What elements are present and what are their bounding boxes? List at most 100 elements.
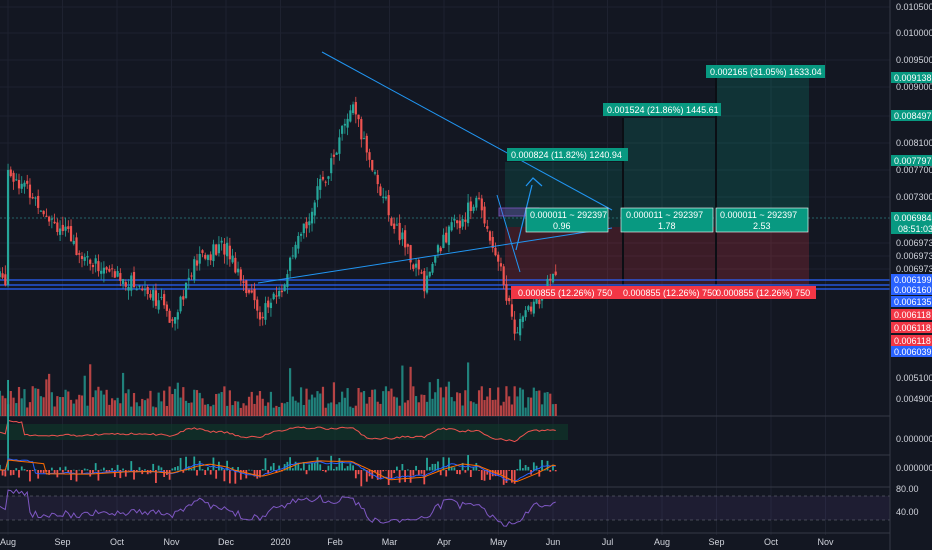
candle-body [4,274,7,286]
candle-body [72,240,75,244]
macd-histogram-bar [453,467,456,471]
macd-histogram-bar [220,467,223,471]
volume-bar [310,394,314,416]
macd-histogram-bar [486,470,489,475]
candle-body [39,210,43,212]
candle-body [102,267,105,274]
macd-histogram-bar [157,465,160,471]
macd-histogram-bar [212,457,215,471]
price-axis[interactable]: 0.0105000.0100000.0095000.0090000.008500… [889,0,932,550]
descending-trendline[interactable] [321,51,613,211]
ascending-trendline[interactable] [257,227,613,284]
macd-histogram-bar [431,463,434,471]
macd-histogram-bar [102,467,105,471]
macd-histogram-bar [29,470,31,482]
volume-bar [351,407,355,416]
candle-body [45,215,48,217]
macd-histogram-bar [352,465,354,471]
volume-bar [179,397,182,416]
macd-histogram-bar [541,460,543,471]
price-tag-bg [891,296,932,307]
candle-body [439,247,442,252]
candle-body [119,273,122,281]
volume-bar [48,373,51,416]
volume-bar [258,391,262,416]
volume-bar [261,398,264,416]
macd-histogram-bar [527,466,530,471]
volume-bar [127,389,130,416]
candle-body [261,316,264,319]
candle-body [302,223,305,234]
macd-histogram-bar [133,470,135,480]
candle-body [138,285,141,287]
candle-body [143,289,147,291]
candle-body [445,232,448,243]
macd-signal-line [0,459,556,483]
rsi-pane [0,488,890,527]
position-labels[interactable]: 0.000824 (11.82%) 1240.94 0.001524 (21.8… [507,65,825,299]
candle-body [538,299,541,305]
pane-axis-label: 0.000000 [896,434,932,444]
volume-bar [483,400,486,416]
volume-bar [34,388,37,416]
volume-bar [316,391,319,416]
candle-body [362,138,366,140]
volume-bar [376,401,379,416]
time-axis-label: Oct [110,537,125,547]
volume-bar [423,394,426,416]
candle-body [154,290,158,306]
macd-histogram-bar [297,463,300,471]
volume-bar [91,397,95,416]
macd-histogram-bar [61,470,64,473]
candle-body [508,297,511,302]
candle-body [330,158,333,174]
price-tag-bg [891,309,932,320]
macd-histogram-bar [428,466,431,471]
candle-body [242,281,245,283]
candle-body [113,271,116,278]
volume-bar [39,396,43,416]
candle-body [116,271,119,277]
volume-bar [26,407,29,416]
trendlines[interactable] [257,51,613,284]
ratio-label-1: 0.96 [553,221,571,231]
volume-bar [111,398,114,416]
macd-histogram-bar [439,470,442,476]
candle-body [223,243,226,255]
macd-histogram-bar [176,466,179,471]
volume-bar [434,392,437,416]
volume-bar [212,404,215,416]
candle-body [283,284,286,292]
volume-bar [540,404,544,416]
volume-bar [373,389,377,416]
time-axis-label: 2020 [270,537,290,547]
volume-bar [494,399,497,416]
candle-body [89,259,92,264]
candle-body [305,221,308,229]
volume-bar [368,396,371,416]
volume-bar [280,402,283,416]
pane-axis-label: 80.00 [896,484,919,494]
candle-body [231,255,234,263]
volume-bar [64,389,67,416]
macd-histogram-bar [185,456,187,471]
pane-axis-label: 0.004900 [896,394,932,404]
volume-bar [461,405,464,416]
candle-body [338,137,341,154]
volume-bar [69,399,73,416]
candle-body [157,300,160,310]
projection-arrow[interactable] [515,184,533,251]
candle-body [212,244,215,262]
macd-histogram-bar [275,470,278,473]
macd-histogram-bar [390,470,393,479]
time-axis[interactable]: Aug Sep Oct Nov Dec 2020 Feb Mar Apr May Jun Jul Aug… [0,537,834,547]
volume-bar [335,404,338,416]
volume-bar [502,401,505,416]
macd-histogram-bar [116,464,119,471]
volume-bar [72,403,75,416]
volume-bar [105,389,108,416]
candle-body [510,304,514,317]
pane-axis-label: 0.000000 [896,463,932,473]
